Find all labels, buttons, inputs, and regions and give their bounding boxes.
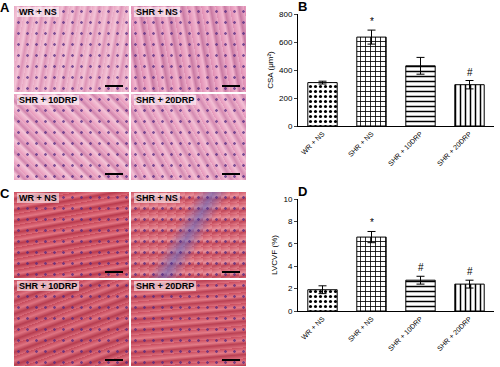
svg-text:600: 600 <box>279 38 293 47</box>
svg-text:*: * <box>370 16 374 27</box>
html-text:C: C <box>0 186 10 201</box>
svg-text:#: # <box>467 67 473 78</box>
html-text:SHR + 10DRP: SHR + 10DRP <box>19 281 78 291</box>
svg-text:4: 4 <box>288 262 293 271</box>
svg-text:LVCVF (%): LVCVF (%) <box>270 235 279 275</box>
svg-text:CSA (μm²): CSA (μm²) <box>266 51 275 89</box>
html-text:SHR + 10DRP: SHR + 10DRP <box>19 95 78 105</box>
svg-text:400: 400 <box>279 66 293 75</box>
svg-text:200: 200 <box>279 94 293 103</box>
svg-text:SHR + 10DRP: SHR + 10DRP <box>387 130 424 167</box>
html-text:A: A <box>0 0 10 15</box>
svg-text:2: 2 <box>288 284 293 293</box>
svg-text:800: 800 <box>279 10 293 19</box>
svg-text:#: # <box>418 262 424 273</box>
svg-text:10: 10 <box>283 195 292 204</box>
svg-text:6: 6 <box>288 240 293 249</box>
svg-text:#: # <box>467 266 473 277</box>
svg-text:*: * <box>370 217 374 228</box>
html-text:SHR + 20DRP: SHR + 20DRP <box>136 281 195 291</box>
svg-text:WR + NS: WR + NS <box>300 315 326 341</box>
svg-text:0: 0 <box>288 122 293 131</box>
html-text:WR + NS: WR + NS <box>19 193 57 203</box>
html-text:SHR + NS: SHR + NS <box>136 193 178 203</box>
svg-text:WR + NS: WR + NS <box>300 130 326 156</box>
html-text:SHR + 20DRP: SHR + 20DRP <box>136 95 195 105</box>
svg-text:SHR + 20DRP: SHR + 20DRP <box>436 315 473 352</box>
svg-text:B: B <box>298 0 307 14</box>
svg-text:8: 8 <box>288 217 293 226</box>
svg-text:D: D <box>298 185 307 199</box>
svg-text:SHR + NS: SHR + NS <box>347 315 375 343</box>
svg-text:SHR + 20DRP: SHR + 20DRP <box>436 130 473 167</box>
html-text:SHR + NS: SHR + NS <box>136 7 178 17</box>
svg-text:SHR + 10DRP: SHR + 10DRP <box>387 315 424 352</box>
svg-text:0: 0 <box>288 307 293 316</box>
html-text:WR + NS: WR + NS <box>19 7 57 17</box>
svg-text:SHR + NS: SHR + NS <box>347 130 375 158</box>
